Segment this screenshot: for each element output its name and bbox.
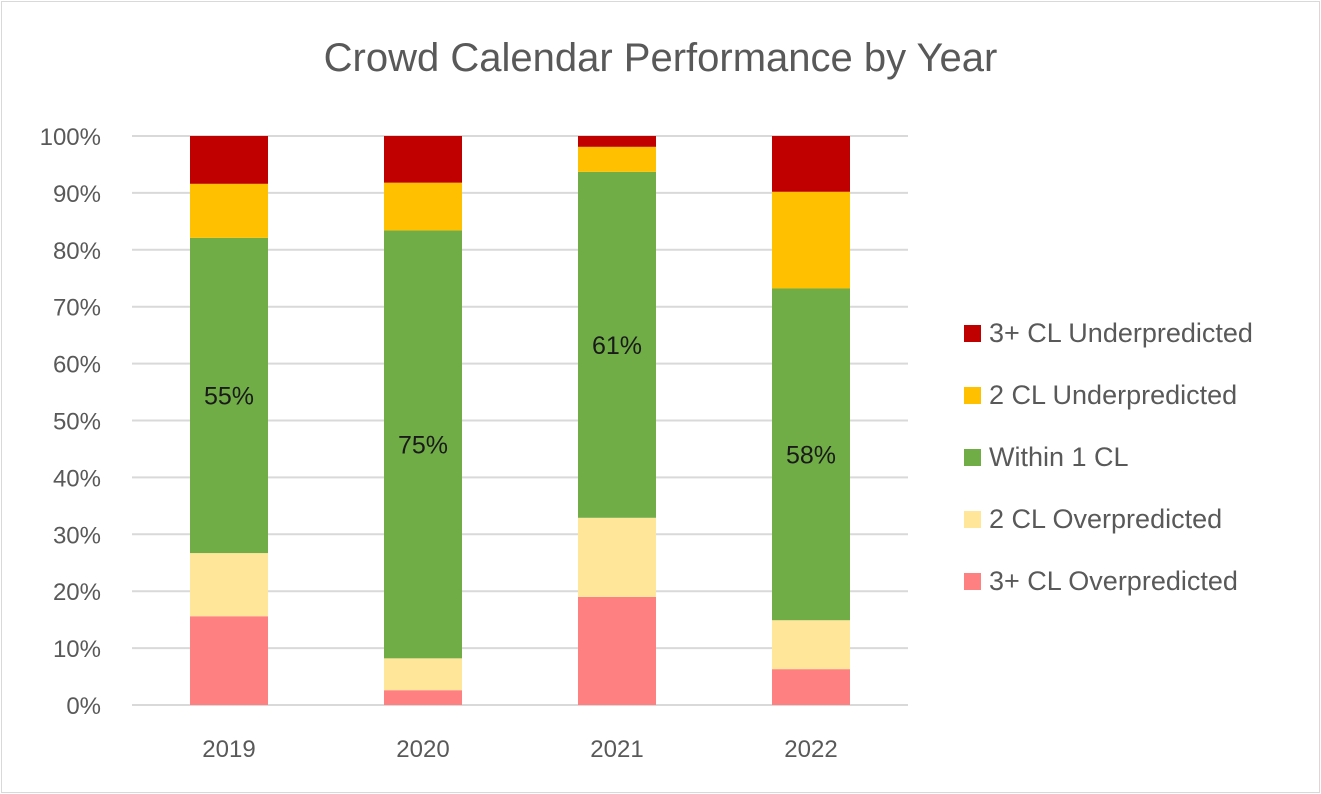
legend-label: 3+ CL Overpredicted xyxy=(989,565,1238,596)
bar-segment xyxy=(578,146,656,172)
legend-swatch xyxy=(964,386,981,404)
legend-swatch xyxy=(964,324,981,342)
bar-segment xyxy=(578,136,656,147)
bar-segment xyxy=(384,136,462,183)
legend-item: 2 CL Underpredicted xyxy=(964,364,1253,426)
y-tick-label: 70% xyxy=(53,295,101,322)
bar-segment xyxy=(190,616,268,705)
legend-swatch xyxy=(964,448,981,466)
bar-segment xyxy=(772,191,850,289)
bar-segment xyxy=(578,171,656,518)
legend-swatch xyxy=(964,572,981,590)
data-label: 58% xyxy=(786,441,836,469)
legend-label: Within 1 CL xyxy=(989,441,1129,472)
legend-item: 3+ CL Underpredicted xyxy=(964,302,1253,364)
x-tick-label: 2020 xyxy=(396,736,449,763)
legend-swatch xyxy=(964,510,981,528)
bar-segment xyxy=(772,136,850,192)
bar-segment xyxy=(384,230,462,659)
data-label: 55% xyxy=(204,382,254,410)
bar-segment xyxy=(190,237,268,554)
bar-segment xyxy=(190,136,268,184)
bar-segment xyxy=(384,690,462,705)
legend-label: 2 CL Underpredicted xyxy=(989,379,1238,410)
bar-segment xyxy=(578,596,656,705)
y-tick-label: 40% xyxy=(53,465,101,492)
x-tick-label: 2021 xyxy=(590,736,643,763)
y-tick-label: 90% xyxy=(53,181,101,208)
bar-segment xyxy=(190,553,268,617)
y-tick-label: 30% xyxy=(53,522,101,549)
y-tick-label: 80% xyxy=(53,238,101,265)
bar-segment xyxy=(772,620,850,670)
legend-label: 3+ CL Underpredicted xyxy=(989,317,1253,348)
bar-segment xyxy=(384,658,462,691)
bar-segment xyxy=(578,517,656,597)
legend: 3+ CL Underpredicted 2 CL Underpredicted W… xyxy=(964,302,1253,612)
data-label: 61% xyxy=(592,332,642,360)
bar-segment xyxy=(384,182,462,231)
bar-segment xyxy=(772,288,850,621)
y-tick-label: 10% xyxy=(53,636,101,663)
y-tick-label: 60% xyxy=(53,352,101,379)
x-tick-label: 2019 xyxy=(202,736,255,763)
y-tick-label: 20% xyxy=(53,579,101,606)
y-tick-label: 0% xyxy=(66,693,101,720)
bar-segment xyxy=(190,183,268,238)
legend-item: 2 CL Overpredicted xyxy=(964,488,1253,550)
chart-title: Crowd Calendar Performance by Year xyxy=(323,36,998,80)
bar-segment xyxy=(772,669,850,705)
legend-item: 3+ CL Overpredicted xyxy=(964,550,1253,612)
legend-item: Within 1 CL xyxy=(964,426,1253,488)
data-label: 75% xyxy=(398,431,448,459)
y-tick-label: 50% xyxy=(53,409,101,436)
y-tick-label: 100% xyxy=(40,124,101,151)
x-tick-label: 2022 xyxy=(784,736,837,763)
legend-label: 2 CL Overpredicted xyxy=(989,503,1223,534)
